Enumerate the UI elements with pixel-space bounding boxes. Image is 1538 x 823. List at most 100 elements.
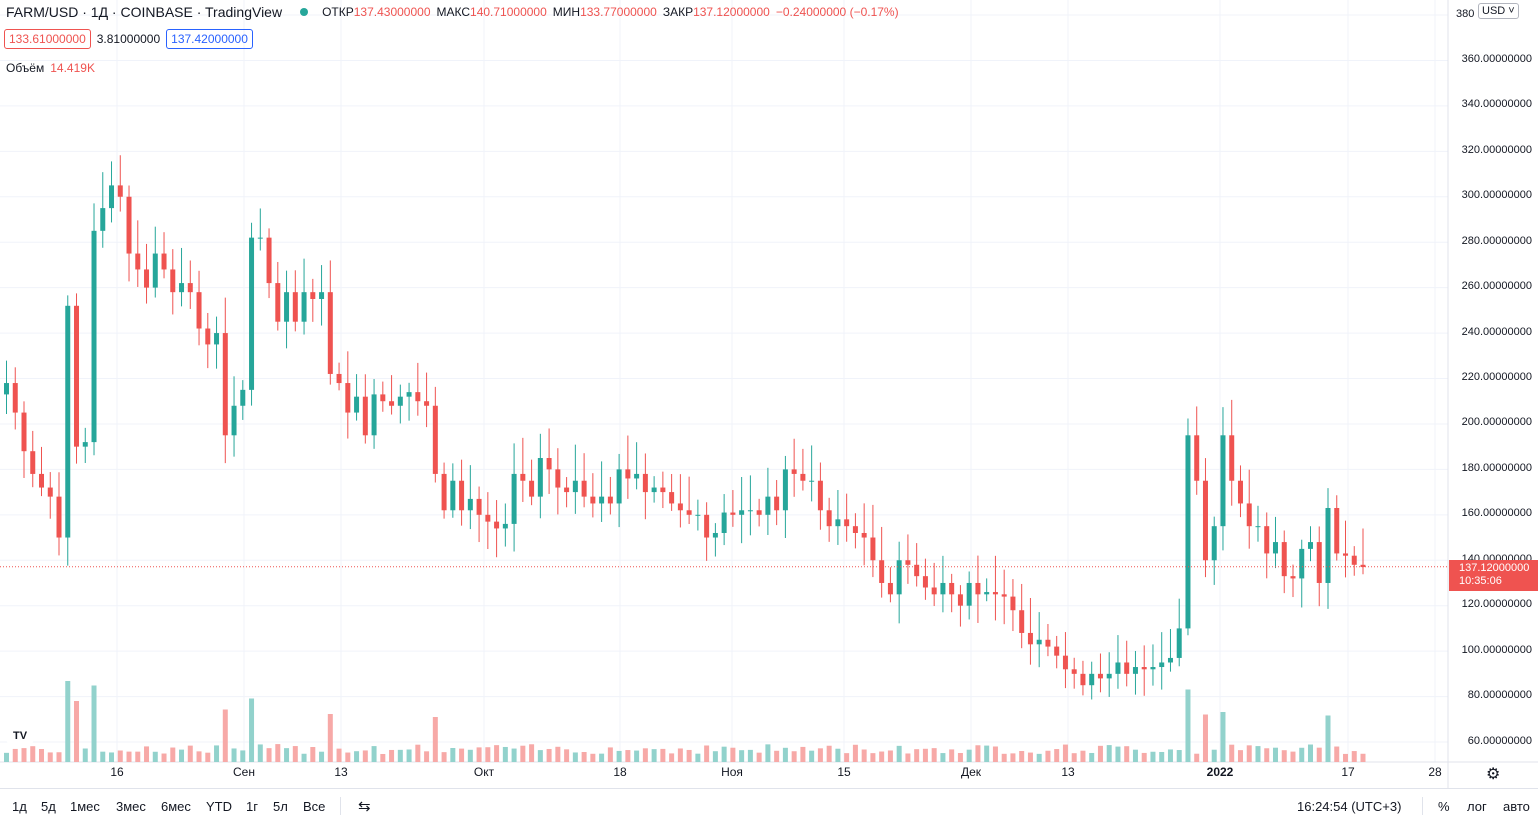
candle-body — [161, 253, 167, 270]
volume-bar — [599, 753, 605, 762]
timeframe-8-button[interactable]: Все — [303, 799, 326, 814]
volume-bar — [704, 745, 710, 762]
candle-body — [1202, 480, 1208, 561]
candle-body — [1010, 596, 1016, 611]
volume-bar — [1167, 749, 1173, 762]
candle-body — [406, 392, 412, 397]
volume-bar — [581, 751, 587, 762]
candle-body — [362, 396, 368, 436]
volume-bar — [529, 744, 535, 762]
candle-body — [870, 537, 876, 561]
volume-bar — [1080, 750, 1086, 762]
y-tick-label: 280.00000000 — [1461, 235, 1532, 247]
volume-bar — [984, 745, 990, 762]
volume-bar — [660, 748, 666, 762]
candle-body — [651, 487, 657, 493]
candle-body — [117, 185, 123, 197]
volume-bar — [914, 749, 920, 762]
candle-body — [257, 237, 263, 239]
bid-ask-row: 133.61000000 3.81000000 137.42000000 — [4, 29, 253, 49]
volume-bar — [677, 748, 683, 762]
auto-scale-toggle[interactable]: авто — [1503, 799, 1530, 814]
candle-body — [1264, 526, 1270, 554]
x-tick-label: Дек — [960, 765, 982, 779]
volume-bar — [537, 750, 543, 762]
ask-button[interactable]: 137.42000000 — [166, 29, 253, 49]
percent-scale-toggle[interactable]: % — [1438, 799, 1450, 814]
candle-body — [922, 576, 928, 588]
volume-legend: Объём 14.419K — [6, 61, 95, 75]
bid-button[interactable]: 133.61000000 — [4, 29, 91, 49]
candle-body — [397, 396, 403, 406]
x-tick-label: 18 — [613, 765, 627, 779]
volume-bar — [809, 750, 815, 762]
volume-bar — [266, 748, 272, 762]
candle-body — [21, 412, 27, 452]
candle-body — [1194, 435, 1200, 481]
candle-body — [966, 582, 972, 606]
volume-bar — [249, 698, 255, 762]
volume-value: 14.419K — [50, 61, 95, 75]
timeframe-7-button[interactable]: 5л — [273, 799, 288, 814]
timeframe-0-button[interactable]: 1д — [12, 799, 27, 814]
timeframe-3-button[interactable]: 3мес — [116, 799, 146, 814]
volume-bar — [887, 750, 893, 762]
volume-bar — [292, 746, 298, 762]
gear-icon[interactable]: ⚙ — [1486, 766, 1501, 783]
x-tick-label: 13 — [1061, 765, 1075, 779]
volume-bar — [747, 749, 753, 762]
volume-bar — [82, 748, 88, 762]
candle-body — [1150, 667, 1156, 670]
volume-bar — [47, 752, 53, 762]
high-label: МАКС — [436, 5, 471, 19]
timeframe-5-button[interactable]: YTD — [206, 799, 232, 814]
volume-bar — [1351, 751, 1357, 762]
volume-bar — [494, 745, 500, 762]
date-range-icon[interactable]: ⇆ — [358, 798, 371, 815]
candle-body — [432, 405, 438, 474]
clock-timezone[interactable]: 16:24:54 (UTC+3) — [1297, 799, 1402, 814]
tradingview-logo[interactable]: TV — [5, 724, 35, 748]
x-tick-label: 13 — [334, 765, 348, 779]
symbol-title[interactable]: FARM/USD · 1Д · COINBASE · TradingView — [6, 4, 283, 20]
volume-bar — [1202, 714, 1208, 762]
volume-bar — [572, 752, 578, 762]
timeframe-1-button[interactable]: 5д — [41, 799, 56, 814]
timeframe-4-button[interactable]: 6мес — [161, 799, 191, 814]
volume-bar — [21, 748, 27, 762]
candle-body — [39, 473, 45, 488]
candle-body — [669, 492, 675, 504]
volume-bar — [1281, 750, 1287, 762]
candle-body — [555, 469, 561, 488]
candle-body — [1045, 639, 1051, 647]
candle-body — [196, 292, 202, 329]
volume-bar — [100, 751, 106, 762]
volume-bar — [231, 748, 237, 762]
candle-body — [984, 592, 990, 595]
candle-body — [415, 392, 421, 402]
volume-bar — [1342, 753, 1348, 762]
candle-body — [74, 305, 80, 447]
volume-bar — [1150, 751, 1156, 762]
candle-body — [686, 510, 692, 515]
candle-body — [424, 401, 430, 406]
volume-bar — [406, 749, 412, 762]
candle-body — [1167, 657, 1173, 663]
timeframe-2-button[interactable]: 1мес — [70, 799, 100, 814]
candle-body — [205, 328, 211, 345]
currency-select[interactable]: USD ˅ — [1478, 3, 1519, 19]
y-tick-label: 160.00000000 — [1461, 507, 1532, 519]
volume-bar — [117, 750, 123, 762]
timeframe-6-button[interactable]: 1г — [246, 799, 258, 814]
volume-bar — [721, 746, 727, 762]
volume-bar — [590, 753, 596, 762]
log-scale-toggle[interactable]: лог — [1467, 799, 1487, 814]
low-value: 133.77000000 — [580, 5, 657, 19]
volume-bar — [336, 748, 342, 762]
volume-bar — [415, 744, 421, 762]
candle-body — [82, 442, 88, 447]
volume-bar — [467, 749, 473, 762]
candle-body — [1334, 507, 1340, 554]
candle-body — [931, 587, 937, 595]
